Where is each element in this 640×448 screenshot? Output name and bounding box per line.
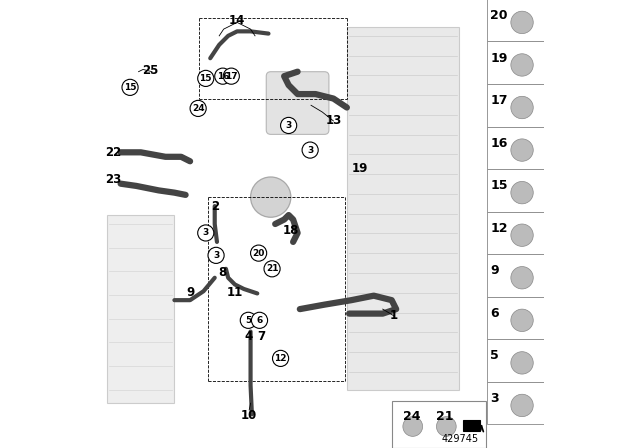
Circle shape <box>403 417 422 436</box>
FancyBboxPatch shape <box>463 420 481 431</box>
FancyBboxPatch shape <box>486 127 544 169</box>
Text: 15: 15 <box>200 74 212 83</box>
FancyBboxPatch shape <box>486 254 544 297</box>
Text: 2: 2 <box>211 199 219 213</box>
Polygon shape <box>347 27 459 390</box>
Circle shape <box>302 142 318 158</box>
Circle shape <box>264 261 280 277</box>
Text: 19: 19 <box>352 161 369 175</box>
FancyBboxPatch shape <box>486 84 544 127</box>
Text: 11: 11 <box>227 285 243 299</box>
Circle shape <box>511 181 533 204</box>
Circle shape <box>280 117 297 134</box>
Text: 12: 12 <box>275 354 287 363</box>
Circle shape <box>198 225 214 241</box>
FancyBboxPatch shape <box>486 297 544 340</box>
Text: 8: 8 <box>218 266 227 279</box>
Circle shape <box>198 70 214 86</box>
Circle shape <box>223 68 239 84</box>
Text: 4: 4 <box>244 330 252 344</box>
Circle shape <box>511 267 533 289</box>
Text: 21: 21 <box>436 410 454 423</box>
FancyBboxPatch shape <box>486 0 544 42</box>
Circle shape <box>240 312 257 328</box>
Text: 20: 20 <box>490 9 508 22</box>
Text: 15: 15 <box>490 179 508 192</box>
Text: 7: 7 <box>257 330 265 344</box>
Text: 3: 3 <box>203 228 209 237</box>
Text: 14: 14 <box>229 13 245 27</box>
Text: 9: 9 <box>490 264 499 277</box>
Text: 22: 22 <box>105 146 121 159</box>
Circle shape <box>215 68 231 84</box>
Circle shape <box>511 309 533 332</box>
FancyBboxPatch shape <box>486 382 544 425</box>
Text: 6: 6 <box>490 307 499 320</box>
Circle shape <box>122 79 138 95</box>
Circle shape <box>208 247 224 263</box>
FancyBboxPatch shape <box>486 169 544 212</box>
Circle shape <box>511 96 533 119</box>
Text: 1: 1 <box>390 309 398 322</box>
Text: 25: 25 <box>143 64 159 78</box>
FancyBboxPatch shape <box>486 340 544 382</box>
Circle shape <box>273 350 289 366</box>
Circle shape <box>190 100 206 116</box>
Circle shape <box>251 177 291 217</box>
Text: 3: 3 <box>490 392 499 405</box>
Text: 5: 5 <box>490 349 499 362</box>
Text: 24: 24 <box>403 410 420 423</box>
FancyBboxPatch shape <box>266 72 329 134</box>
Polygon shape <box>108 215 174 403</box>
Text: 17: 17 <box>490 94 508 107</box>
Circle shape <box>511 352 533 374</box>
Circle shape <box>436 417 456 436</box>
Text: 24: 24 <box>192 104 204 113</box>
Circle shape <box>252 312 268 328</box>
Text: 20: 20 <box>252 249 265 258</box>
Text: 13: 13 <box>325 114 342 128</box>
Text: 10: 10 <box>241 409 257 422</box>
Circle shape <box>511 224 533 246</box>
Text: 12: 12 <box>490 222 508 235</box>
Circle shape <box>511 11 533 34</box>
Text: 9: 9 <box>186 286 194 299</box>
Text: 16: 16 <box>490 137 508 150</box>
Text: 3: 3 <box>285 121 292 130</box>
Circle shape <box>511 139 533 161</box>
Circle shape <box>511 394 533 417</box>
Text: 3: 3 <box>307 146 313 155</box>
FancyBboxPatch shape <box>486 212 544 254</box>
Text: 17: 17 <box>225 72 237 81</box>
Text: 15: 15 <box>124 83 136 92</box>
Text: 16: 16 <box>216 72 229 81</box>
Text: 3: 3 <box>213 251 219 260</box>
Circle shape <box>251 245 267 261</box>
FancyBboxPatch shape <box>392 401 486 448</box>
Text: 6: 6 <box>257 316 262 325</box>
Text: 21: 21 <box>266 264 278 273</box>
Circle shape <box>511 54 533 76</box>
Text: 19: 19 <box>490 52 508 65</box>
FancyBboxPatch shape <box>486 42 544 84</box>
Text: 5: 5 <box>245 316 252 325</box>
Text: 429745: 429745 <box>442 435 479 444</box>
Text: 23: 23 <box>105 172 121 186</box>
Text: 18: 18 <box>283 224 299 237</box>
